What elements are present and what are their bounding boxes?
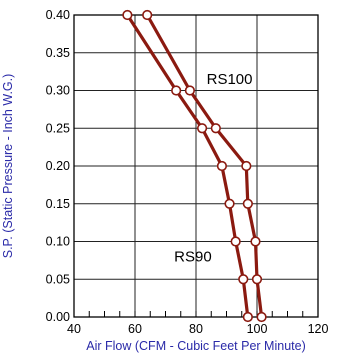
y-tick-label: 0.30 [46,84,70,98]
x-tick-label: 40 [67,322,81,336]
y-tick-label: 0.35 [46,46,70,60]
y-tick-label: 0.40 [46,8,70,22]
x-tick-label: 100 [247,322,268,336]
data-point [218,162,227,171]
y-tick-label: 0.25 [46,121,70,135]
data-point [239,275,248,284]
x-axis-tick-labels: 40 60 80 100 120 [67,322,328,336]
x-tick-label: 80 [189,322,203,336]
y-axis-title: S.P. (Static Pressure - Inch W.G.) [1,74,15,259]
y-tick-label: 0.05 [46,272,70,286]
x-tick-label: 120 [308,322,329,336]
x-tick-label: 60 [128,322,142,336]
data-point [257,313,266,322]
data-point [186,86,195,95]
y-axis-tick-labels: 0.000.050.100.150.200.250.300.350.40 [46,8,70,324]
series-label-rs100: RS100 [207,71,253,88]
series-label-rs90: RS90 [174,249,212,266]
data-point [212,124,221,133]
data-point [253,275,262,284]
x-axis-title: Air Flow (CFM - Cubic Feet Per Minute) [86,339,305,353]
y-tick-label: 0.20 [46,159,70,173]
data-point [172,86,181,95]
data-point [244,313,253,322]
data-point [198,124,207,133]
data-point [225,199,234,208]
data-point [251,237,260,246]
y-tick-label: 0.15 [46,197,70,211]
data-point [231,237,240,246]
data-point [244,199,253,208]
y-tick-label: 0.10 [46,235,70,249]
data-point [242,162,251,171]
data-point [143,11,152,20]
data-point [123,11,132,20]
